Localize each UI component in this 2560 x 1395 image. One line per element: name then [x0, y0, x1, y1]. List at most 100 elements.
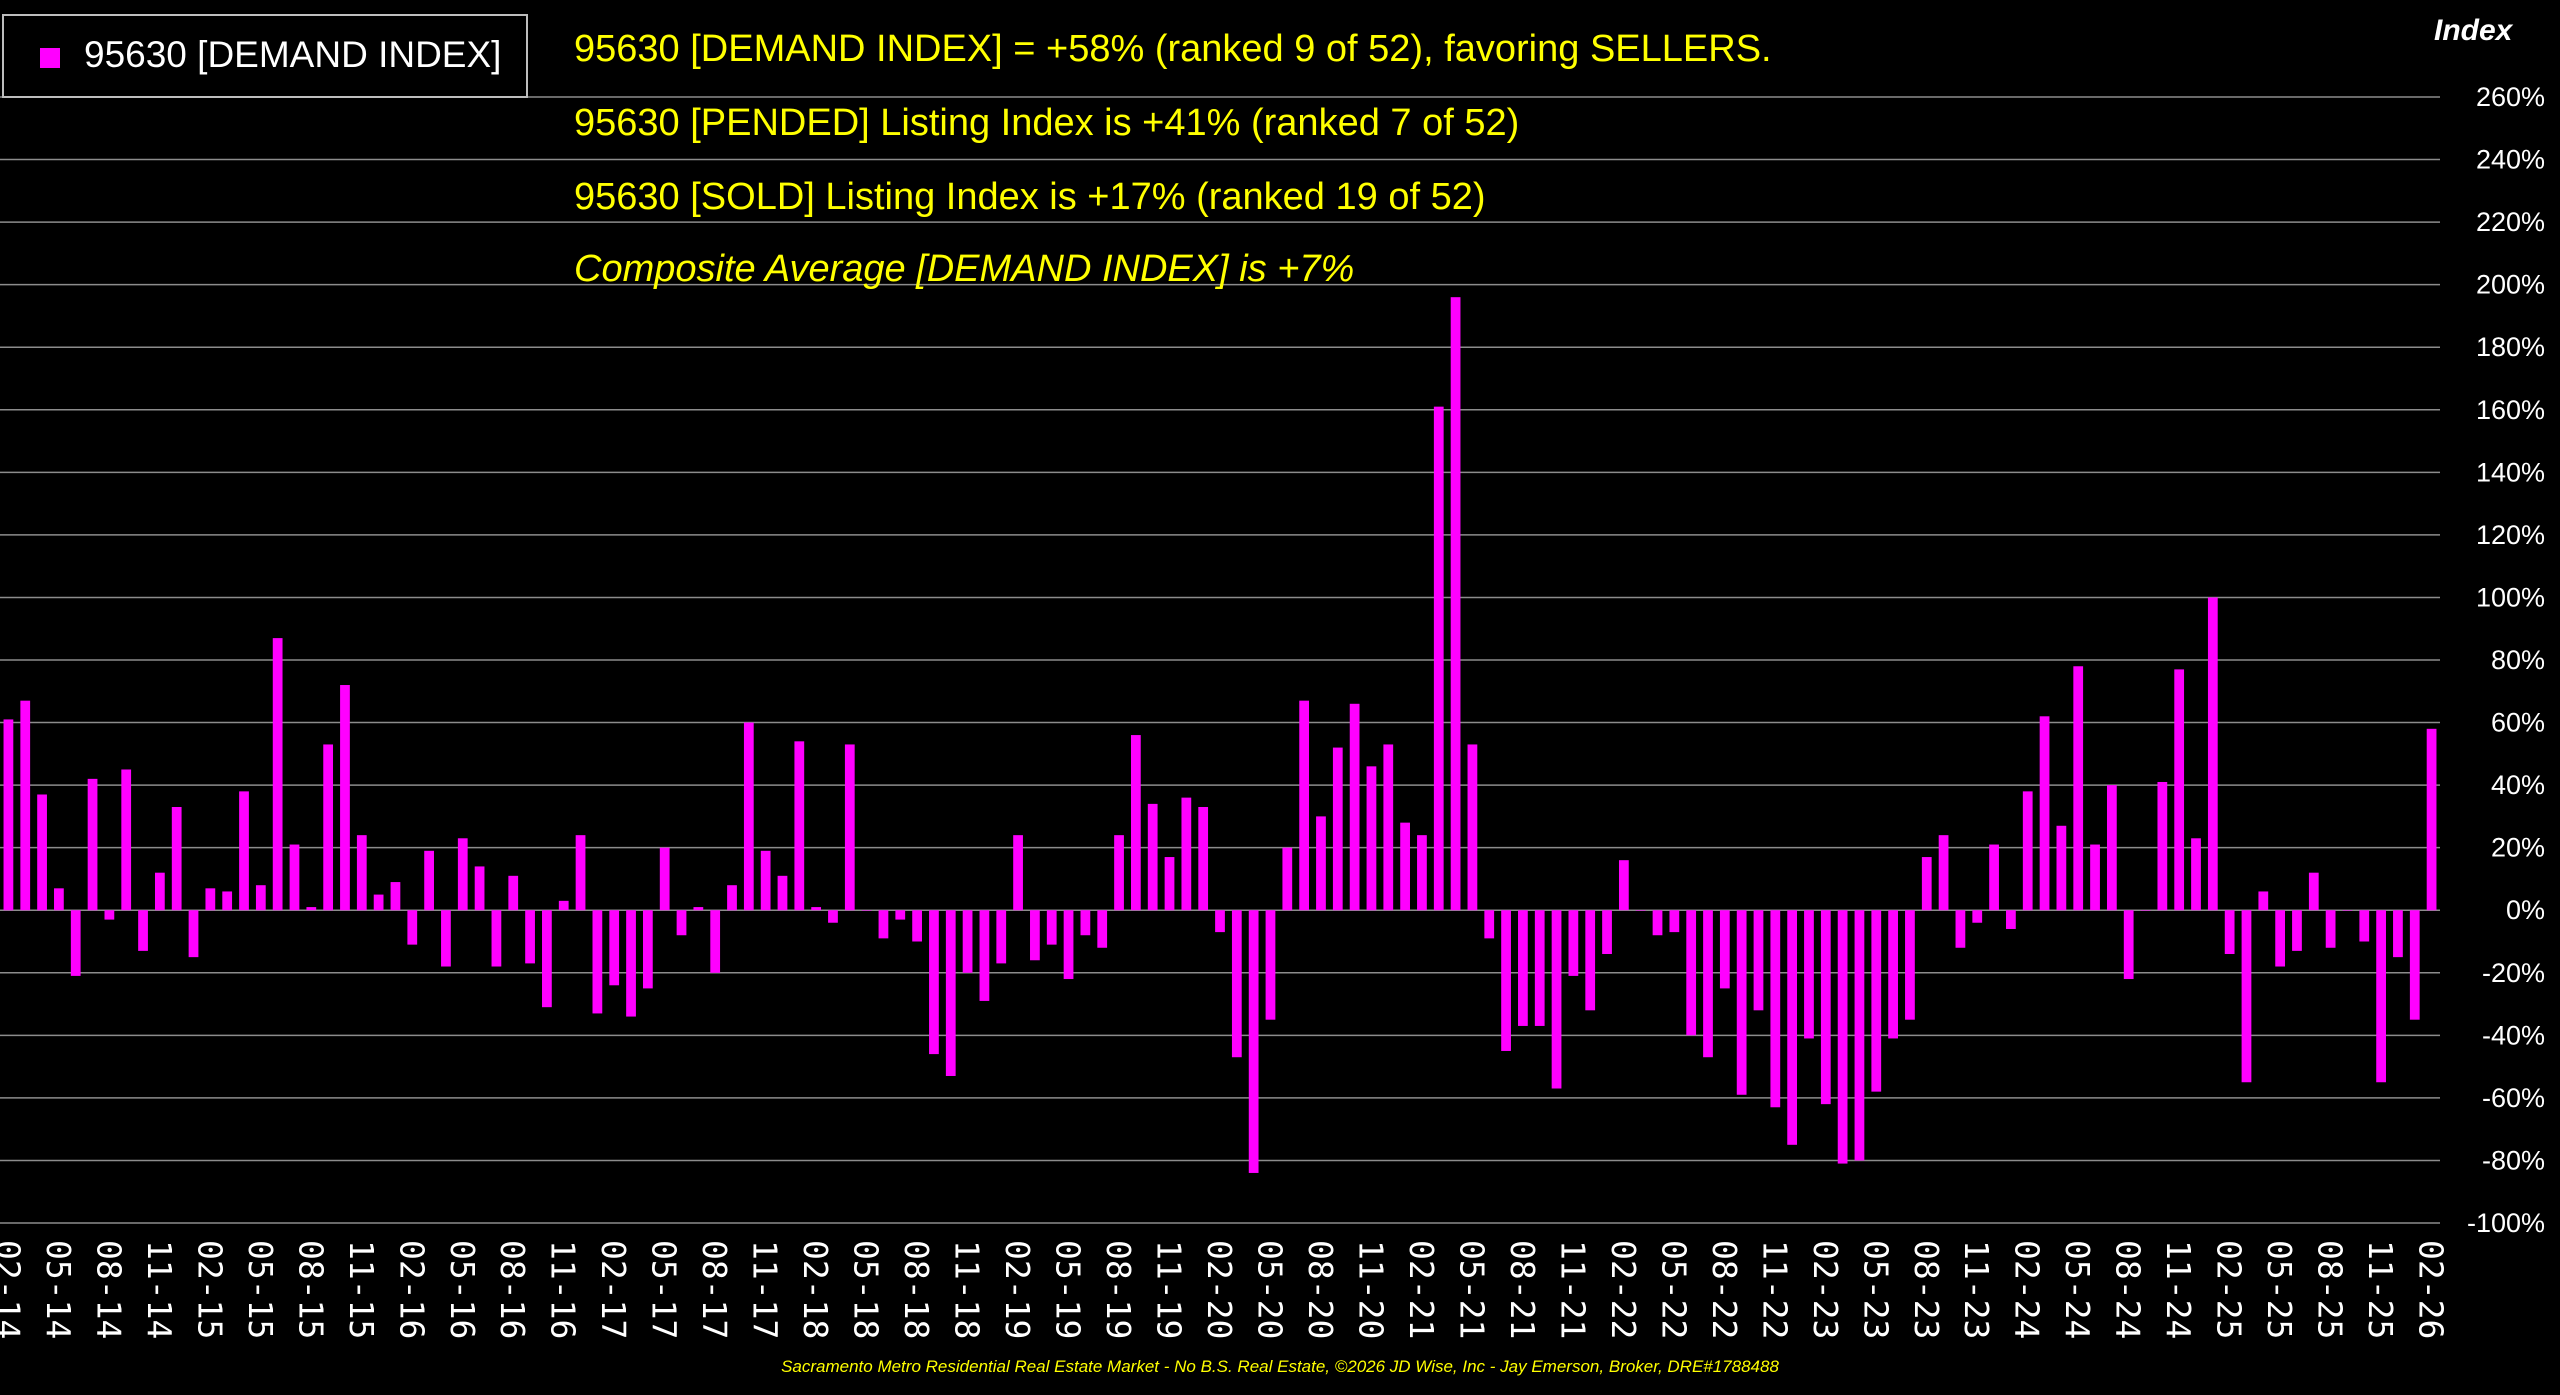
x-tick-label: 11-18	[948, 1240, 987, 1339]
bar	[811, 907, 822, 911]
bar	[592, 910, 603, 1014]
bar	[878, 910, 889, 939]
bar	[104, 910, 115, 920]
bar	[2393, 910, 2403, 958]
bar	[37, 794, 47, 911]
bar	[861, 910, 872, 911]
bar	[188, 910, 199, 958]
x-tick-label: 11-23	[1957, 1240, 1996, 1339]
bar	[2275, 910, 2286, 967]
bar	[70, 910, 81, 976]
bar	[710, 910, 721, 973]
x-tick-label: 05-14	[39, 1240, 78, 1339]
bar	[2022, 791, 2033, 911]
bar	[323, 744, 334, 911]
bar	[2258, 891, 2269, 911]
bar	[2409, 910, 2420, 1020]
bar	[1905, 910, 1915, 1020]
y-tick-label: -20%	[2482, 958, 2545, 988]
bar	[1585, 910, 1596, 1011]
bar	[2157, 781, 2168, 911]
bar	[1097, 910, 1108, 948]
y-tick-label: 260%	[2476, 82, 2545, 112]
x-tick-label: 02-25	[2210, 1240, 2249, 1339]
bar	[777, 875, 788, 911]
x-tick-label: 05-22	[1654, 1240, 1693, 1339]
x-tick-label: 02-16	[392, 1240, 431, 1339]
bar	[154, 872, 165, 911]
bar	[138, 910, 148, 951]
bar	[1181, 797, 1192, 911]
bar	[508, 875, 519, 911]
bar	[2090, 844, 2100, 911]
x-tick-label: 05-20	[1250, 1240, 1289, 1339]
bar	[1467, 744, 1478, 911]
bar	[1551, 910, 1562, 1089]
bar	[979, 910, 990, 1001]
annotation-composite-average: Composite Average [DEMAND INDEX] is +7%	[574, 248, 1355, 290]
y-tick-label: -80%	[2482, 1145, 2545, 1175]
bar	[356, 835, 367, 911]
bar	[1804, 910, 1814, 1039]
bar	[1534, 910, 1545, 1026]
bar	[1854, 910, 1865, 1161]
bar	[121, 769, 132, 911]
x-tick-label: 05-21	[1452, 1240, 1491, 1339]
bar	[929, 910, 939, 1055]
x-tick-label: 02-24	[2008, 1240, 2047, 1339]
x-tick-label: 05-24	[2058, 1240, 2097, 1339]
annotation-demand-index: 95630 [DEMAND INDEX] = +58% (ranked 9 of…	[574, 28, 1772, 70]
x-tick-label: 08-23	[1907, 1240, 1946, 1339]
bar	[1972, 910, 1983, 923]
bar	[457, 838, 468, 911]
x-tick-label: 08-20	[1301, 1240, 1340, 1339]
bar	[1736, 910, 1747, 1095]
bar	[239, 791, 249, 911]
bar	[1400, 822, 1410, 911]
x-tick-label: 11-25	[2361, 1240, 2400, 1339]
x-tick-label: 02-26	[2412, 1240, 2451, 1339]
bar	[1871, 910, 1882, 1092]
legend-label: 95630 [DEMAND INDEX]	[84, 34, 502, 75]
bar	[1635, 910, 1646, 911]
bar	[255, 885, 266, 911]
x-tick-label: 02-23	[1806, 1240, 1845, 1339]
footer-credit: Sacramento Metro Residential Real Estate…	[781, 1357, 1779, 1376]
bar	[1484, 910, 1495, 939]
x-tick-label: 02-21	[1402, 1240, 1441, 1339]
bar	[1299, 700, 1310, 911]
bar	[693, 907, 704, 911]
bar	[1669, 910, 1680, 933]
y-tick-label: 180%	[2476, 332, 2545, 362]
bar	[1770, 910, 1781, 1108]
y-tick-label: 40%	[2491, 770, 2545, 800]
x-tick-label: 08-19	[1099, 1240, 1138, 1339]
bar	[895, 910, 906, 920]
bar	[642, 910, 653, 989]
bar	[1046, 910, 1057, 945]
x-tick-label: 02-17	[594, 1240, 633, 1339]
bar	[1938, 835, 1949, 911]
bar	[1063, 910, 1074, 980]
bar	[87, 778, 98, 911]
bar	[1366, 766, 1377, 911]
bar	[2325, 910, 2336, 948]
bar	[996, 910, 1007, 964]
bar	[542, 910, 552, 1008]
x-tick-label: 08-22	[1705, 1240, 1744, 1339]
bar	[1955, 910, 1966, 948]
x-tick-label: 02-20	[1200, 1240, 1239, 1339]
bar	[727, 885, 737, 911]
x-tick-label: 08-21	[1503, 1240, 1542, 1339]
bar	[575, 835, 586, 911]
bar	[441, 910, 451, 967]
x-tick-label: 11-19	[1150, 1240, 1189, 1339]
bar	[1248, 910, 1259, 1173]
x-tick-label: 02-15	[190, 1240, 229, 1339]
bar	[1080, 910, 1091, 936]
bar	[306, 907, 317, 911]
bar	[1164, 857, 1175, 911]
x-tick-label: 05-17	[645, 1240, 684, 1339]
bar	[1618, 860, 1629, 911]
bar	[373, 894, 384, 911]
